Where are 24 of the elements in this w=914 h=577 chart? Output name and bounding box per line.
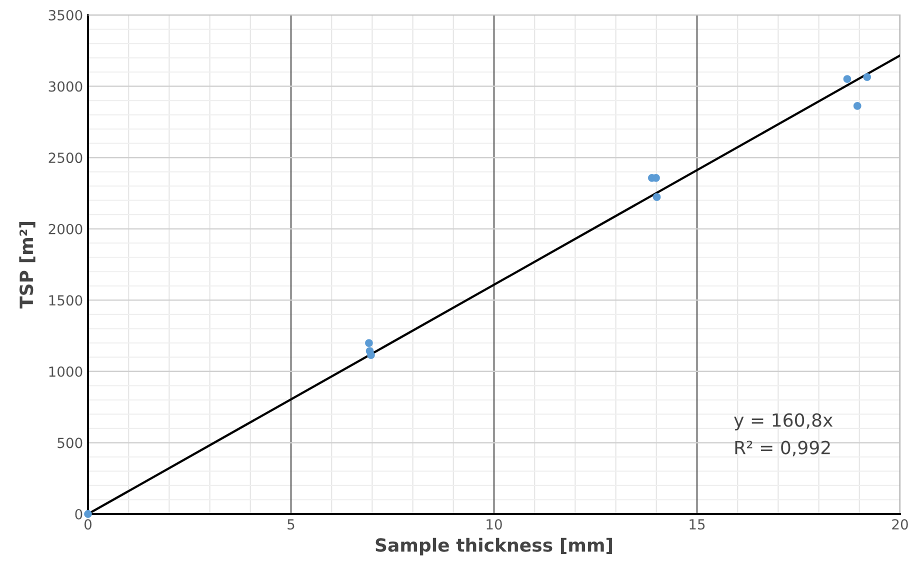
- y-tick-label: 1000: [49, 366, 82, 377]
- point: [365, 339, 373, 348]
- y-tick-label: 1500: [49, 295, 82, 306]
- y-tick-label: 2000: [48, 224, 82, 234]
- y-tick-label: 3500: [48, 10, 82, 20]
- point: [843, 75, 852, 83]
- x-tick-label: 15: [690, 519, 705, 530]
- x-tick-label: 5: [288, 519, 294, 530]
- x-tick-label: 10: [486, 519, 502, 530]
- point: [652, 193, 661, 202]
- x-tick-label: 0: [84, 519, 92, 530]
- point: [84, 510, 92, 518]
- y-axis-title: TSP [m²]: [19, 222, 36, 308]
- y-tick-label: 500: [58, 438, 82, 448]
- point: [863, 73, 872, 81]
- x-axis-title: Sample thickness [mm]: [376, 538, 612, 556]
- y-tick-label: 0: [75, 508, 82, 520]
- annotation: y = 160,8x: [734, 413, 833, 430]
- point: [367, 351, 375, 359]
- annotation: R² = 0,992: [735, 440, 830, 456]
- y-tick-label: 3000: [48, 81, 82, 92]
- point: [853, 102, 862, 110]
- y-tick-label: 2500: [48, 152, 82, 164]
- x-tick-label: 20: [892, 519, 908, 530]
